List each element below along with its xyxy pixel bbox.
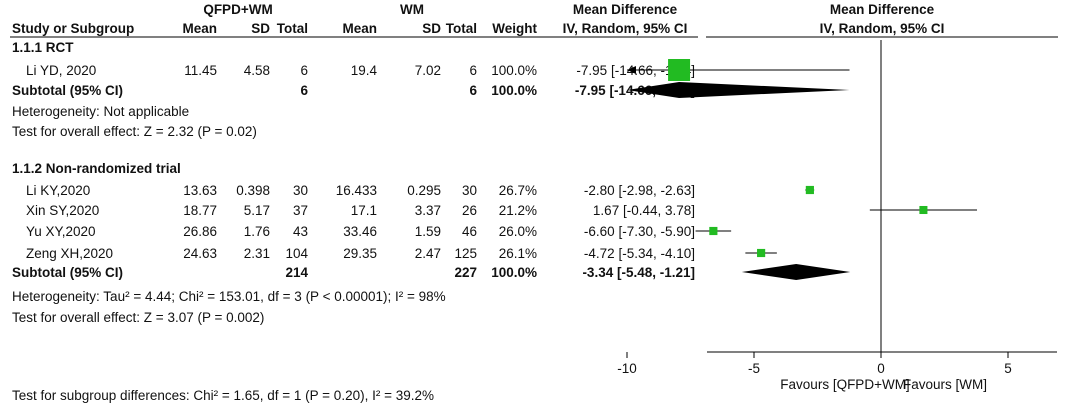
cell-sd-ctrl: 2.47 <box>415 246 441 261</box>
subgroup-differences-text: Test for subgroup differences: Chi² = 1.… <box>12 388 434 403</box>
cell-total-ctrl: 46 <box>462 224 477 239</box>
cell-total-ctrl: 125 <box>454 246 477 261</box>
favours-right-label: Favours [WM] <box>903 377 987 392</box>
heterogeneity-text: Heterogeneity: Tau² = 4.44; Chi² = 153.0… <box>12 289 446 304</box>
cell-weight: 26.0% <box>499 224 537 239</box>
subtotal-diamond <box>627 82 850 98</box>
cell-total-exp: 43 <box>293 224 308 239</box>
heterogeneity-text: Heterogeneity: Not applicable <box>12 104 189 119</box>
overall-effect-text: Test for overall effect: Z = 2.32 (P = 0… <box>12 124 257 139</box>
cell-sd-exp: 5.17 <box>244 203 270 218</box>
cell-total-ctrl: 30 <box>462 183 477 198</box>
cell-ci: -2.80 [-2.98, -2.63] <box>584 183 695 198</box>
subtotal-weight: 100.0% <box>491 83 537 98</box>
overall-effect-text: Test for overall effect: Z = 3.07 (P = 0… <box>12 310 264 325</box>
cell-total-exp: 104 <box>285 246 308 261</box>
subgroup-title: 1.1.2 Non-randomized trial <box>12 161 181 176</box>
study-square <box>805 185 814 195</box>
subtotal-weight: 100.0% <box>491 265 537 280</box>
col-header-sd-exp: SD <box>251 21 270 36</box>
col-header-mean-ctrl: Mean <box>342 21 377 36</box>
cell-sd-ctrl: 3.37 <box>415 203 441 218</box>
ci-arrow <box>627 66 636 74</box>
cell-total-exp: 30 <box>293 183 308 198</box>
cell-mean-ctrl: 17.1 <box>351 203 377 218</box>
cell-ci: -6.60 [-7.30, -5.90] <box>584 224 695 239</box>
subtotal-total-exp: 214 <box>285 265 308 280</box>
plot-header: Mean Difference <box>830 2 935 17</box>
col-header-total-exp: Total <box>277 21 308 36</box>
cell-ci: -4.72 [-5.34, -4.10] <box>584 246 695 261</box>
subtotal-total-ctrl: 6 <box>469 83 477 98</box>
study-name: Zeng XH,2020 <box>26 246 113 261</box>
subtotal-diamond <box>741 264 851 280</box>
cell-sd-exp: 0.398 <box>236 183 270 198</box>
cell-mean-exp: 18.77 <box>183 203 217 218</box>
col-header-study: Study or Subgroup <box>12 21 134 36</box>
subtotal-label: Subtotal (95% CI) <box>12 265 123 280</box>
subtotal-ci: -3.34 [-5.48, -1.21] <box>582 265 695 280</box>
group-header-ctrl: WM <box>400 2 424 17</box>
study-name: Yu XY,2020 <box>26 224 96 239</box>
cell-sd-exp: 1.76 <box>244 224 270 239</box>
x-tick-label: 0 <box>877 361 885 376</box>
cell-weight: 26.7% <box>499 183 537 198</box>
x-tick-label: -10 <box>617 361 637 376</box>
study-square <box>668 59 691 81</box>
md-header: Mean Difference <box>573 2 678 17</box>
cell-sd-ctrl: 0.295 <box>407 183 441 198</box>
cell-total-exp: 6 <box>300 63 308 78</box>
cell-weight: 100.0% <box>491 63 537 78</box>
col-header-mean-exp: Mean <box>182 21 217 36</box>
subtotal-total-ctrl: 227 <box>454 265 477 280</box>
cell-mean-exp: 13.63 <box>183 183 217 198</box>
favours-left-label: Favours [QFPD+WM] <box>780 377 909 392</box>
cell-total-ctrl: 6 <box>469 63 477 78</box>
cell-sd-exp: 4.58 <box>244 63 270 78</box>
cell-sd-exp: 2.31 <box>244 246 270 261</box>
study-square <box>919 205 928 215</box>
plot-subheader: IV, Random, 95% CI <box>820 21 945 36</box>
x-tick-label: -5 <box>748 361 760 376</box>
cell-mean-exp: 26.86 <box>183 224 217 239</box>
cell-weight: 21.2% <box>499 203 537 218</box>
group-header-exp: QFPD+WM <box>203 2 272 17</box>
subgroup-title: 1.1.1 RCT <box>12 40 74 55</box>
col-header-total-ctrl: Total <box>446 21 477 36</box>
cell-mean-ctrl: 33.46 <box>343 224 377 239</box>
col-header-ci: IV, Random, 95% CI <box>563 21 688 36</box>
cell-mean-ctrl: 16.433 <box>336 183 377 198</box>
cell-mean-ctrl: 29.35 <box>343 246 377 261</box>
study-square <box>757 248 766 258</box>
cell-sd-ctrl: 7.02 <box>415 63 441 78</box>
cell-mean-exp: 24.63 <box>183 246 217 261</box>
col-header-weight: Weight <box>492 21 537 36</box>
cell-total-ctrl: 26 <box>462 203 477 218</box>
study-name: Xin SY,2020 <box>26 203 99 218</box>
x-tick-label: 5 <box>1004 361 1012 376</box>
cell-mean-ctrl: 19.4 <box>351 63 378 78</box>
study-name: Li YD, 2020 <box>26 63 96 78</box>
cell-weight: 26.1% <box>499 246 537 261</box>
subtotal-total-exp: 6 <box>300 83 308 98</box>
study-name: Li KY,2020 <box>26 183 90 198</box>
cell-mean-exp: 11.45 <box>184 63 217 78</box>
subtotal-label: Subtotal (95% CI) <box>12 83 123 98</box>
study-square <box>709 226 718 236</box>
cell-sd-ctrl: 1.59 <box>415 224 441 239</box>
cell-ci: 1.67 [-0.44, 3.78] <box>593 203 695 218</box>
cell-total-exp: 37 <box>293 203 308 218</box>
col-header-sd-ctrl: SD <box>422 21 441 36</box>
